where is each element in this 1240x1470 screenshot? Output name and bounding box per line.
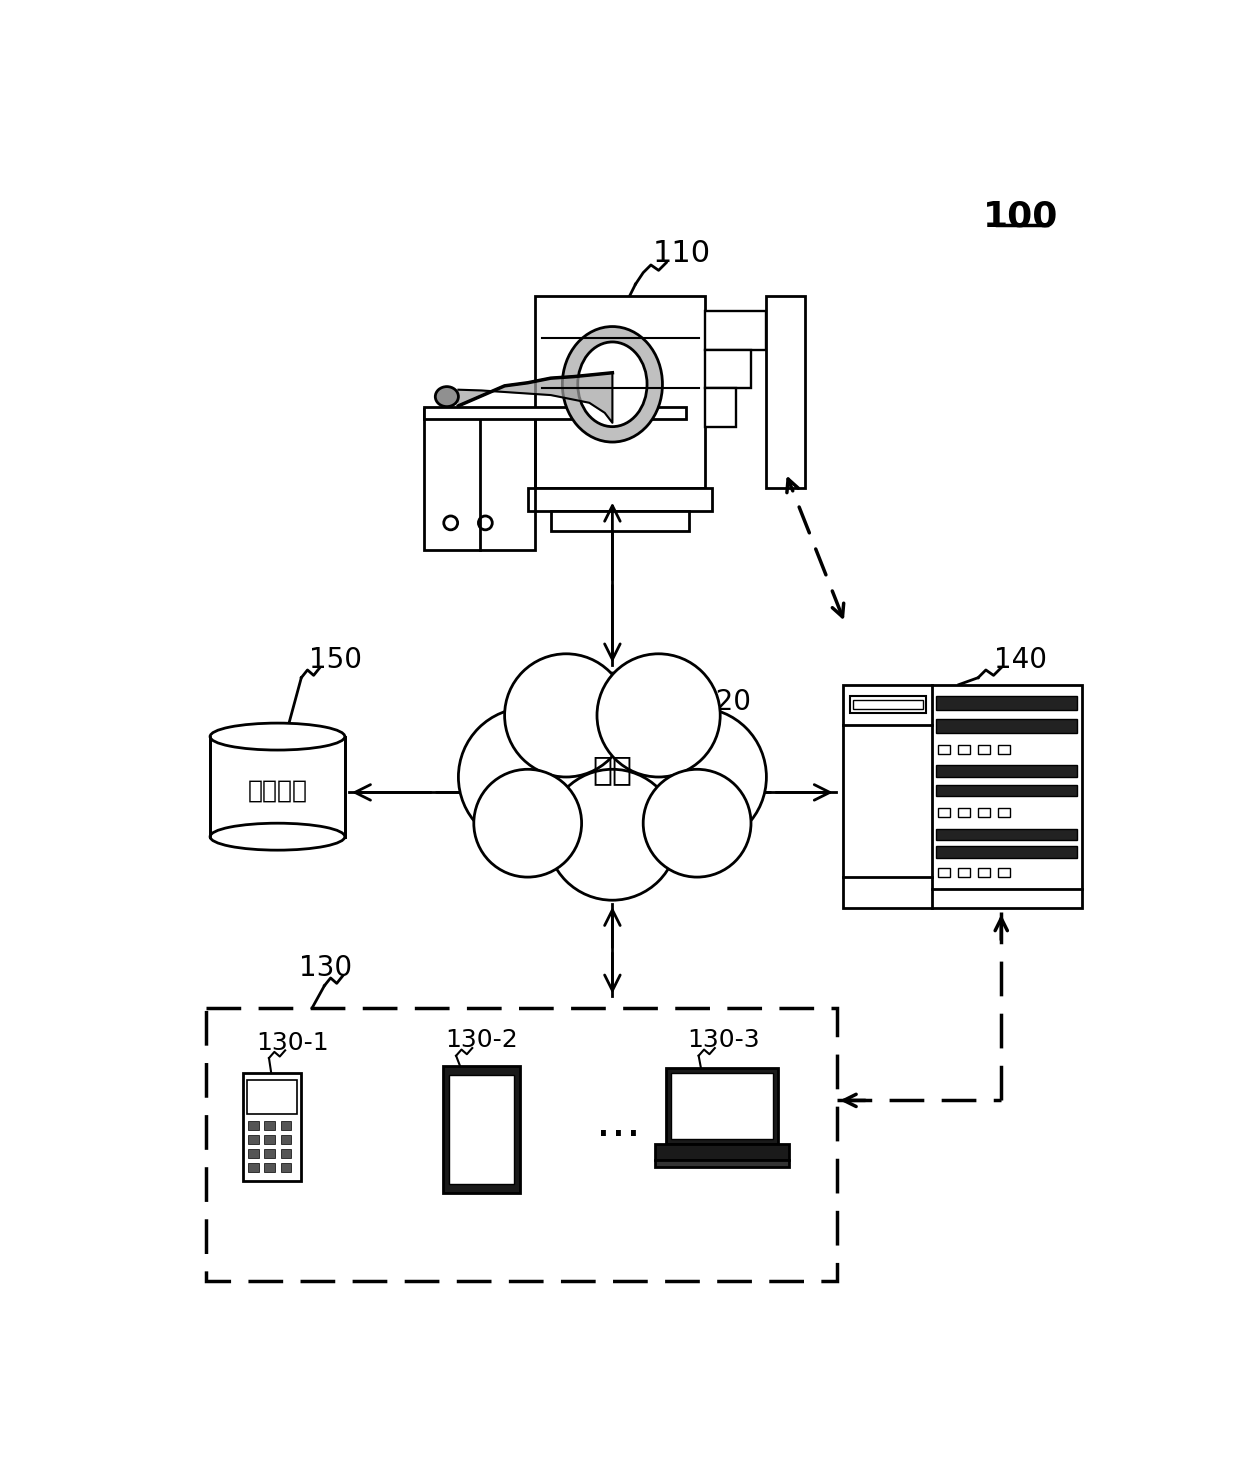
Circle shape: [644, 769, 751, 878]
Bar: [528, 488, 713, 512]
Bar: [843, 685, 1083, 908]
Ellipse shape: [435, 387, 459, 407]
Bar: [247, 1079, 296, 1114]
Bar: [704, 312, 766, 350]
Text: 网络: 网络: [593, 753, 632, 786]
Bar: [551, 512, 689, 531]
Bar: [853, 700, 923, 709]
Bar: [264, 1150, 275, 1158]
Circle shape: [596, 654, 720, 778]
Bar: [936, 785, 1076, 797]
Ellipse shape: [578, 343, 647, 426]
Bar: [243, 1073, 300, 1182]
Text: ...: ...: [596, 1101, 641, 1147]
Polygon shape: [210, 736, 345, 836]
Bar: [936, 766, 1076, 778]
Bar: [264, 1135, 275, 1144]
Ellipse shape: [210, 823, 345, 850]
Text: 存储设备: 存储设备: [248, 779, 308, 803]
Bar: [280, 1122, 291, 1130]
Ellipse shape: [563, 326, 662, 442]
Bar: [264, 1122, 275, 1130]
Bar: [424, 407, 686, 419]
Bar: [978, 809, 990, 817]
Bar: [939, 867, 950, 878]
Bar: [671, 1073, 774, 1139]
Bar: [424, 415, 536, 550]
Bar: [998, 745, 1009, 754]
Bar: [443, 1066, 520, 1192]
Bar: [248, 1150, 259, 1158]
Bar: [449, 1075, 513, 1183]
Bar: [978, 867, 990, 878]
Text: 140: 140: [994, 645, 1047, 673]
Bar: [248, 1135, 259, 1144]
Bar: [536, 295, 704, 488]
Text: 120: 120: [698, 688, 750, 716]
Bar: [206, 1008, 837, 1282]
Circle shape: [459, 707, 596, 847]
Polygon shape: [459, 373, 613, 423]
Text: 100: 100: [983, 200, 1058, 234]
Text: 130-3: 130-3: [688, 1029, 760, 1053]
Bar: [959, 867, 970, 878]
Circle shape: [505, 654, 627, 778]
Text: 130-2: 130-2: [445, 1029, 518, 1053]
Bar: [264, 1163, 275, 1172]
Bar: [655, 1144, 790, 1160]
Bar: [704, 388, 735, 426]
Bar: [704, 350, 751, 388]
Bar: [959, 809, 970, 817]
Circle shape: [627, 707, 766, 847]
Circle shape: [523, 673, 701, 850]
Text: 130-1: 130-1: [257, 1030, 329, 1054]
Bar: [248, 1122, 259, 1130]
Bar: [280, 1135, 291, 1144]
Bar: [936, 847, 1076, 858]
Bar: [959, 745, 970, 754]
Ellipse shape: [210, 723, 345, 750]
Bar: [655, 1160, 790, 1167]
Bar: [998, 809, 1009, 817]
Text: 110: 110: [652, 240, 711, 268]
Bar: [424, 409, 536, 415]
Circle shape: [547, 769, 678, 900]
Bar: [936, 829, 1076, 841]
Circle shape: [474, 769, 582, 878]
Bar: [248, 1163, 259, 1172]
Bar: [936, 697, 1076, 710]
Bar: [766, 295, 805, 488]
Bar: [998, 867, 1009, 878]
Bar: [936, 719, 1076, 734]
Bar: [849, 697, 926, 713]
Bar: [280, 1150, 291, 1158]
Bar: [939, 745, 950, 754]
Text: 130: 130: [299, 954, 352, 982]
Bar: [978, 745, 990, 754]
Text: 150: 150: [309, 645, 362, 673]
Bar: [939, 809, 950, 817]
Bar: [666, 1069, 777, 1144]
Bar: [280, 1163, 291, 1172]
